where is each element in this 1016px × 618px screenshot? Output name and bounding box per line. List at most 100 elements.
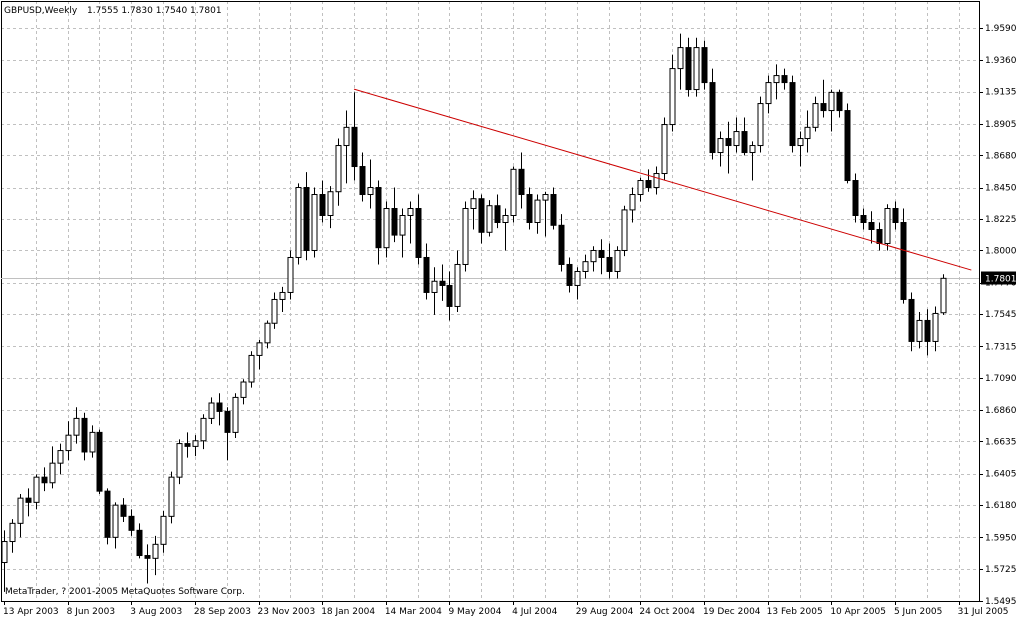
candle: [518, 152, 525, 209]
candle: [820, 79, 827, 118]
candle-body-bull: [112, 504, 119, 538]
candle-body-bull: [176, 443, 183, 478]
candle-body-bull: [343, 126, 350, 147]
y-tick-label: 1.7315: [985, 342, 1016, 352]
candle-body-bear: [900, 221, 907, 300]
candle-body-bear: [781, 75, 788, 84]
y-tick-label: 1.5495: [985, 597, 1016, 607]
candle-body-bull: [431, 280, 438, 293]
candle: [192, 435, 199, 457]
candle: [828, 89, 835, 132]
candle-body-bear: [216, 402, 223, 412]
current-price-label: 1.7801: [985, 275, 1016, 285]
candle-body-bull: [73, 417, 80, 436]
candle-body-bull: [17, 497, 24, 524]
candle-body-bull: [9, 522, 16, 543]
candle-body-bull: [57, 450, 64, 464]
candle-body-bear: [184, 443, 191, 447]
candle-body-bear: [550, 194, 557, 226]
candle-body-bull: [295, 187, 302, 258]
candle: [860, 208, 867, 230]
candle-body-bull: [335, 145, 342, 193]
candle: [773, 64, 780, 100]
candle: [359, 152, 366, 202]
candle-body-bull: [33, 476, 40, 503]
candle: [693, 37, 700, 97]
candle: [81, 412, 88, 461]
candle-body-bear: [359, 166, 366, 196]
candle: [876, 222, 883, 251]
candle-body-bull: [65, 434, 72, 452]
candle: [844, 103, 851, 184]
candle-body-bull: [287, 256, 294, 293]
candle: [884, 204, 891, 251]
candle-body-bear: [439, 280, 446, 286]
candle: [486, 200, 493, 237]
candle-body-bull: [653, 173, 660, 189]
candle-body-bear: [303, 187, 310, 251]
candle-body-bear: [319, 194, 326, 217]
chart-ohlc-values: 1.7555 1.7830 1.7540 1.7801: [87, 6, 222, 16]
candle-body-bear: [136, 529, 143, 557]
candle-body-bull: [773, 75, 780, 84]
candle: [112, 502, 119, 549]
candle-body-bull: [152, 543, 159, 559]
candle: [733, 117, 740, 153]
candle: [17, 493, 24, 538]
x-tick-label: 29 Aug 2004: [576, 607, 634, 617]
trendline[interactable]: [353, 88, 972, 271]
candle: [152, 535, 159, 576]
candle: [462, 201, 469, 272]
candle: [25, 488, 32, 517]
candle: [375, 180, 382, 265]
candle: [200, 414, 207, 450]
candle-body-bull: [717, 138, 724, 154]
candle: [73, 407, 80, 444]
candle: [65, 421, 72, 461]
candle-body-bear: [375, 187, 382, 249]
y-tick-label: 1.8000: [985, 246, 1016, 256]
candle-body-bear: [526, 194, 533, 223]
candle: [256, 340, 263, 370]
candle-body-bull: [192, 440, 199, 447]
x-tick-label: 24 Oct 2004: [639, 607, 695, 617]
candle-body-bull: [932, 312, 939, 342]
candle: [598, 239, 605, 275]
candle-body-bull: [621, 209, 628, 251]
candle-body-bull: [629, 194, 636, 211]
candle-body-bull: [271, 298, 278, 324]
candle-body-bear: [478, 198, 485, 233]
candle: [868, 211, 875, 244]
candle: [271, 292, 278, 329]
candle-body-bull: [168, 476, 175, 517]
x-tick-label: 10 Apr 2005: [830, 607, 886, 617]
candle: [709, 68, 716, 160]
y-tick-label: 1.6860: [985, 406, 1016, 416]
candle: [136, 523, 143, 559]
candle-body-bear: [128, 515, 135, 531]
candle: [781, 68, 788, 90]
candle: [335, 138, 342, 206]
candle: [677, 33, 684, 90]
candle: [1, 530, 8, 592]
candle-body-bull: [454, 263, 461, 307]
candle-body-bull: [614, 249, 621, 272]
candle-body-bear: [423, 256, 430, 293]
candle: [510, 166, 517, 223]
candle: [319, 180, 326, 223]
candle: [327, 186, 334, 229]
candle-body-bull: [399, 215, 406, 236]
candle: [717, 131, 724, 167]
candle-body-bear: [446, 284, 453, 307]
candle-body-bull: [637, 180, 644, 196]
y-tick-label: 1.8680: [985, 151, 1016, 161]
y-tick-label: 1.6405: [985, 470, 1016, 480]
candle: [49, 446, 56, 489]
candle: [621, 205, 628, 257]
candle: [789, 75, 796, 153]
x-tick-label: 31 Jul 2005: [958, 607, 1009, 617]
candle: [574, 267, 581, 300]
candle: [104, 488, 111, 545]
candle: [311, 187, 318, 258]
